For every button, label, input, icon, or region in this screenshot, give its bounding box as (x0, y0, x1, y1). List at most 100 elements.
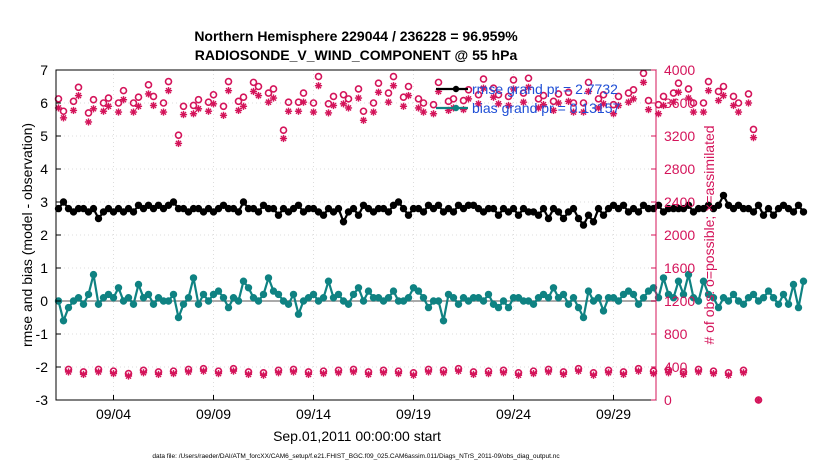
obs-possible-point (309, 99, 318, 107)
rmse-point (529, 208, 538, 216)
bias-point (789, 280, 798, 289)
obs-assimilated-point (99, 107, 108, 115)
rmse-point (654, 201, 663, 210)
bias-point (244, 284, 253, 292)
bias-point (314, 297, 323, 305)
obs-assimilated-point (329, 101, 338, 110)
obs-assimilated-point (269, 94, 278, 102)
rmse-point (339, 218, 348, 226)
legend-bias-label: bias grand pr = 0.13157 (472, 100, 620, 116)
rmse-point (549, 204, 558, 213)
obs-possible-point (329, 92, 338, 101)
obs-assimilated-point (594, 104, 603, 112)
bias-point (704, 290, 713, 299)
rmse-point (474, 204, 483, 213)
obs-assimilated-point (174, 139, 183, 148)
y-left-tick-label: 3 (40, 194, 48, 210)
bias-point (609, 294, 618, 302)
bias-point (724, 297, 733, 305)
bias-point (464, 297, 473, 305)
rmse-point (289, 204, 298, 213)
obs-assimilated-point (414, 104, 423, 112)
rmse-point (64, 204, 73, 213)
bias-point (779, 290, 788, 299)
bias-point (89, 270, 98, 279)
obs-possible-point (209, 90, 218, 99)
bias-point (409, 284, 418, 292)
obs-assimilated-point (169, 370, 178, 378)
bias-point (389, 287, 398, 295)
y-left-tick-label: -2 (36, 359, 49, 375)
bias-point (404, 294, 413, 302)
obs-possible-point (684, 85, 693, 93)
rmse-point (299, 208, 308, 216)
obs-assimilated-point (309, 108, 318, 116)
obs-possible-point (74, 83, 83, 92)
rmse-point (54, 204, 63, 213)
obs-possible-point (194, 95, 203, 104)
bias-point (229, 294, 238, 302)
obs-possible-point (419, 99, 428, 107)
bias-point (79, 300, 88, 308)
bias-point (699, 277, 708, 285)
bias-point (584, 287, 593, 295)
bias-point (264, 274, 273, 282)
obs-assimilated-point (624, 98, 633, 106)
obs-possible-point (614, 92, 623, 101)
obs-assimilated-point (604, 369, 613, 377)
obs-assimilated-point (644, 106, 653, 114)
rmse-point (684, 201, 693, 210)
bias-point (204, 297, 213, 305)
rmse-point (604, 204, 613, 213)
rmse-point (494, 211, 503, 219)
obs-possible-point (99, 99, 108, 107)
obs-assimilated-point (94, 368, 103, 376)
obs-assimilated-point (584, 87, 593, 96)
y-left-tick-label: 6 (40, 95, 48, 111)
obs-assimilated-point (114, 108, 123, 116)
obs-possible-point (404, 82, 413, 91)
obs-assimilated-point (159, 108, 168, 116)
obs-assimilated-point (279, 134, 288, 143)
rmse-point (724, 201, 733, 210)
obs-assimilated-point (89, 105, 98, 113)
obs-assimilated-point (239, 102, 248, 110)
bias-series (54, 270, 808, 325)
bias-point (454, 300, 463, 308)
obs-assimilated-point (704, 87, 713, 95)
rmse-point (584, 211, 593, 219)
obs-assimilated-point (384, 98, 393, 106)
obs-possible-point (219, 102, 228, 111)
bias-point (144, 290, 153, 299)
obs-assimilated-point (369, 108, 378, 116)
rmse-point (194, 204, 203, 213)
bias-point (524, 297, 533, 305)
obs-possible-point (234, 97, 243, 106)
bias-point (589, 297, 598, 305)
obs-assimilated-point (334, 369, 343, 377)
obs-possible-point (479, 75, 488, 83)
bias-point (739, 300, 748, 308)
bias-point (194, 300, 203, 308)
obs-possible-point (749, 125, 758, 134)
rmse-point (559, 214, 568, 223)
obs-assimilated-point (119, 96, 128, 104)
obs-assimilated-point (589, 371, 598, 379)
obs-possible-point (609, 100, 618, 109)
rmse-point (234, 208, 243, 216)
bias-point (424, 303, 433, 312)
obs-assimilated-point (639, 78, 648, 86)
rmse-point (414, 204, 423, 213)
obs-assimilated-point (79, 370, 88, 379)
rmse-point (309, 204, 318, 213)
rmse-point (579, 221, 588, 229)
rmse-point (204, 204, 213, 213)
bias-point (109, 294, 118, 302)
obs-assimilated-point (439, 369, 448, 377)
bias-point (679, 290, 688, 299)
obs-assimilated-point (124, 372, 133, 380)
x-tick-label: 09/09 (196, 406, 231, 422)
rmse-point (439, 208, 448, 216)
obs-assimilated-point (54, 104, 63, 112)
obs-assimilated-point (299, 98, 308, 106)
